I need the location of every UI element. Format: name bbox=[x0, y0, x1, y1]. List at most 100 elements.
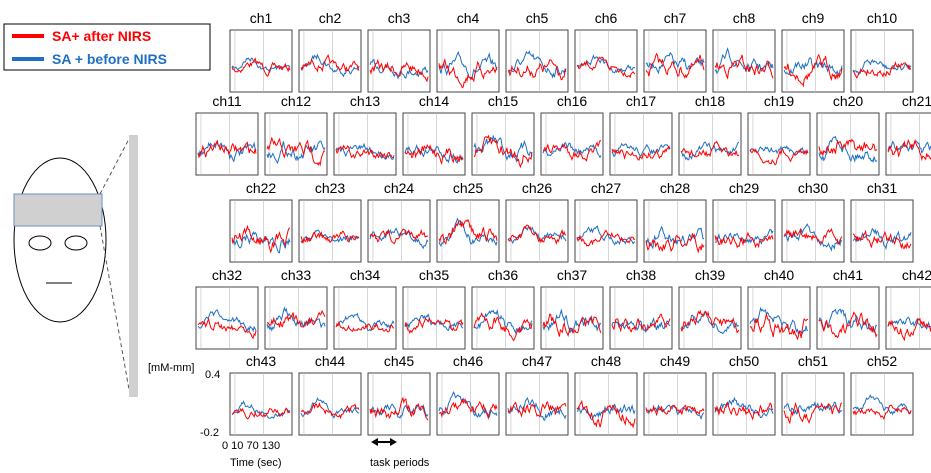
legend-label: SA + before NIRS bbox=[52, 51, 167, 67]
panel bbox=[402, 286, 466, 350]
trace-after bbox=[576, 399, 636, 429]
panel bbox=[816, 286, 880, 350]
channel-label: ch11 bbox=[212, 93, 242, 109]
channel-label: ch47 bbox=[522, 353, 553, 369]
panel bbox=[712, 199, 776, 263]
trace-after bbox=[369, 228, 429, 245]
panel bbox=[505, 29, 569, 93]
axis-top: 0.4 bbox=[205, 369, 220, 381]
panel bbox=[436, 29, 500, 93]
time-ticks: 0 10 70 130 bbox=[222, 440, 280, 452]
channel-label: ch28 bbox=[660, 180, 691, 196]
task-label: task periods bbox=[370, 457, 430, 469]
channel-label: ch18 bbox=[695, 93, 726, 109]
trace-after bbox=[542, 313, 602, 338]
panel bbox=[609, 286, 673, 350]
panel bbox=[781, 29, 845, 93]
trace-after bbox=[852, 61, 912, 79]
channel-label: ch26 bbox=[522, 180, 553, 196]
channel-label: ch23 bbox=[315, 180, 346, 196]
channel-label: ch51 bbox=[798, 353, 829, 369]
channel-label: ch29 bbox=[729, 180, 760, 196]
trace-after bbox=[507, 59, 567, 81]
trace-before bbox=[852, 58, 912, 75]
trace-after bbox=[404, 143, 464, 166]
trace-after bbox=[714, 401, 774, 421]
head-diagram bbox=[13, 135, 138, 397]
legend-box bbox=[3, 23, 211, 71]
trace-after bbox=[749, 147, 809, 166]
trace-after bbox=[404, 317, 464, 335]
trace-before bbox=[818, 308, 878, 334]
trace-before bbox=[335, 142, 395, 161]
trace-after bbox=[231, 224, 291, 254]
channel-label: ch16 bbox=[557, 93, 588, 109]
panel bbox=[367, 199, 431, 263]
trace-after bbox=[887, 138, 931, 162]
trace-after bbox=[784, 227, 843, 245]
trace-before bbox=[266, 140, 326, 165]
channel-label: ch50 bbox=[729, 353, 760, 369]
trace-after bbox=[197, 317, 257, 340]
trace-before bbox=[300, 229, 360, 244]
channel-label: ch19 bbox=[764, 93, 795, 109]
trace-before bbox=[645, 404, 705, 420]
trace-after bbox=[438, 58, 498, 89]
trace-after bbox=[818, 311, 878, 339]
trace-before bbox=[438, 391, 498, 419]
panel bbox=[298, 372, 362, 436]
trace-before bbox=[714, 228, 774, 245]
channel-label: ch41 bbox=[833, 267, 864, 283]
trace-after bbox=[438, 218, 498, 245]
channel-label: ch22 bbox=[246, 180, 277, 196]
trace-before bbox=[818, 135, 878, 164]
trace-after bbox=[473, 312, 533, 342]
trace-before bbox=[576, 225, 636, 246]
channel-label: ch31 bbox=[867, 180, 898, 196]
trace-before bbox=[542, 141, 602, 159]
trace-after bbox=[645, 52, 705, 79]
trace-after bbox=[645, 404, 705, 417]
trace-before bbox=[749, 306, 809, 335]
panel bbox=[850, 199, 914, 263]
channel-label: ch52 bbox=[867, 353, 898, 369]
panel bbox=[781, 372, 845, 436]
channel-label: ch7 bbox=[664, 10, 687, 26]
channel-label: ch43 bbox=[246, 353, 277, 369]
panel bbox=[333, 112, 397, 176]
trace-after bbox=[300, 230, 360, 244]
channel-label: ch40 bbox=[764, 267, 795, 283]
trace-after bbox=[197, 139, 257, 159]
channel-label: ch45 bbox=[384, 353, 415, 369]
panel bbox=[574, 372, 638, 436]
trace-before bbox=[611, 142, 671, 158]
axis-bottom: -0.2 bbox=[200, 427, 219, 439]
channel-label: ch3 bbox=[388, 10, 411, 26]
panel bbox=[781, 199, 845, 263]
panel bbox=[678, 112, 742, 176]
channel-label: ch4 bbox=[457, 10, 480, 26]
trace-before bbox=[438, 50, 498, 80]
trace-after bbox=[300, 53, 360, 73]
trace-after bbox=[369, 396, 429, 421]
panel bbox=[229, 199, 293, 263]
trace-after bbox=[887, 317, 931, 342]
trace-after bbox=[680, 140, 740, 158]
trace-before bbox=[542, 308, 602, 333]
panel bbox=[402, 112, 466, 176]
channel-label: ch37 bbox=[557, 267, 588, 283]
panel bbox=[195, 286, 259, 350]
time-label: Time (sec) bbox=[230, 457, 282, 469]
channel-label: ch6 bbox=[595, 10, 618, 26]
channel-label: ch33 bbox=[281, 267, 312, 283]
trace-after bbox=[369, 58, 429, 83]
panel bbox=[850, 29, 914, 93]
panel bbox=[229, 372, 293, 436]
panel bbox=[609, 112, 673, 176]
trace-after bbox=[783, 401, 843, 425]
channel-label: ch49 bbox=[660, 353, 691, 369]
panel bbox=[195, 112, 259, 176]
channel-label: ch34 bbox=[350, 267, 381, 283]
channel-label: ch15 bbox=[488, 93, 519, 109]
trace-before bbox=[300, 53, 360, 78]
